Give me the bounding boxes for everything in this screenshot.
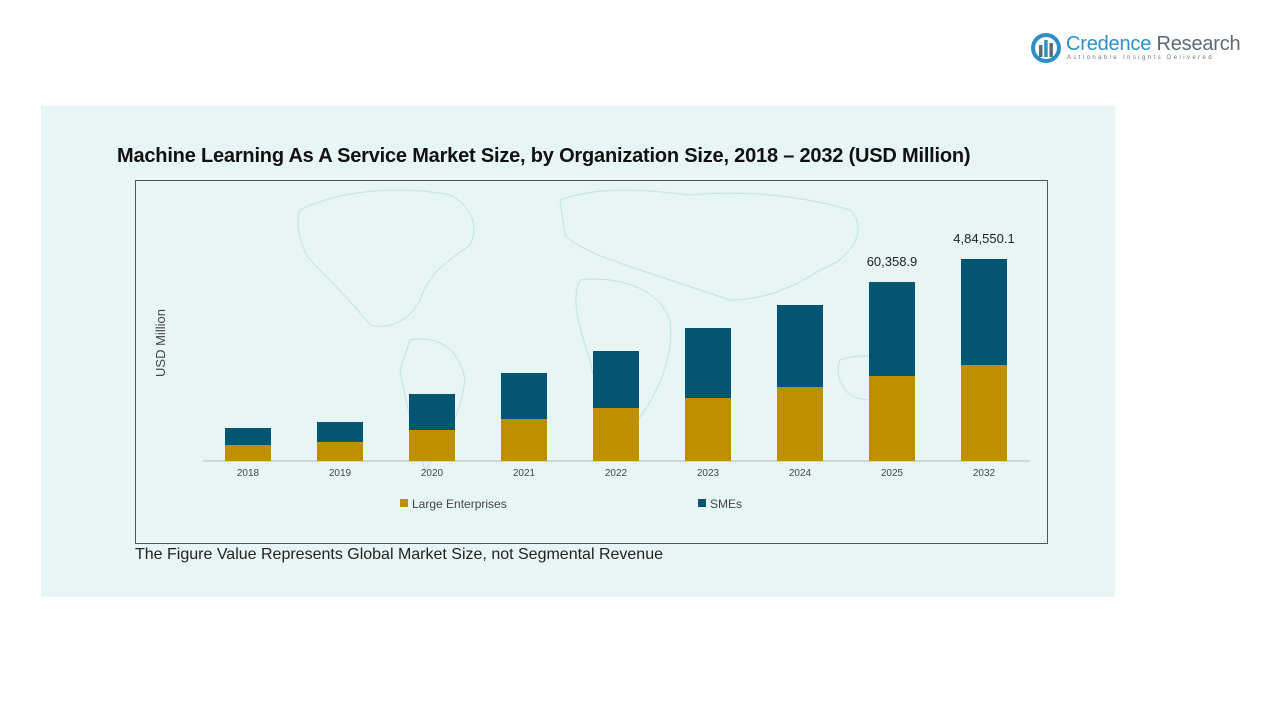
legend-label-large-enterprises: Large Enterprises [412,497,507,511]
bar-large-enterprises-2020 [409,430,455,461]
bar-smes-2020 [409,394,455,430]
x-tick-label-2023: 2023 [697,468,720,479]
bar-smes-2018 [225,428,271,445]
x-tick-label-2022: 2022 [605,468,628,479]
x-tick-label-2020: 2020 [421,468,444,479]
bar-large-enterprises-2023 [685,398,731,461]
bar-large-enterprises-2022 [593,408,639,461]
legend-label-smes: SMEs [710,497,742,511]
bar-smes-2022 [593,351,639,408]
chart-panel [41,106,1115,597]
data-label-2032: 4,84,550.1 [953,231,1014,246]
x-tick-label-2018: 2018 [237,468,260,479]
chart-title: Machine Learning As A Service Market Siz… [117,145,971,167]
bar-smes-2025 [869,282,915,376]
bar-large-enterprises-2018 [225,445,271,461]
x-tick-label-2032: 2032 [973,468,996,479]
bar-large-enterprises-2032 [961,365,1007,461]
legend-swatch-smes [698,499,706,507]
brand-name: Credence Research [1066,33,1241,56]
bar-smes-2032 [961,259,1007,365]
bar-smes-2019 [317,422,363,442]
y-axis-label: USD Million [153,309,168,377]
bar-large-enterprises-2019 [317,442,363,461]
footnote: The Figure Value Represents Global Marke… [135,546,663,563]
bar-large-enterprises-2021 [501,419,547,461]
logo-bars-icon [1031,33,1061,63]
bar-large-enterprises-2025 [869,376,915,461]
bar-smes-2024 [777,305,823,387]
brand-tagline: Actionable Insights Delivered [1067,55,1214,61]
bar-smes-2021 [501,373,547,419]
brand-name-part2: Research [1151,33,1241,55]
x-tick-label-2025: 2025 [881,468,904,479]
plot-frame [135,180,1048,544]
bar-smes-2023 [685,328,731,398]
legend-swatch-large-enterprises [400,499,408,507]
x-tick-label-2024: 2024 [789,468,812,479]
brand-name-part1: Credence [1066,33,1152,55]
bar-large-enterprises-2024 [777,387,823,461]
x-tick-label-2019: 2019 [329,468,352,479]
data-label-2025: 60,358.9 [867,254,918,269]
x-tick-label-2021: 2021 [513,468,536,479]
brand-logo: Credence Research Actionable Insights De… [1030,32,1241,66]
